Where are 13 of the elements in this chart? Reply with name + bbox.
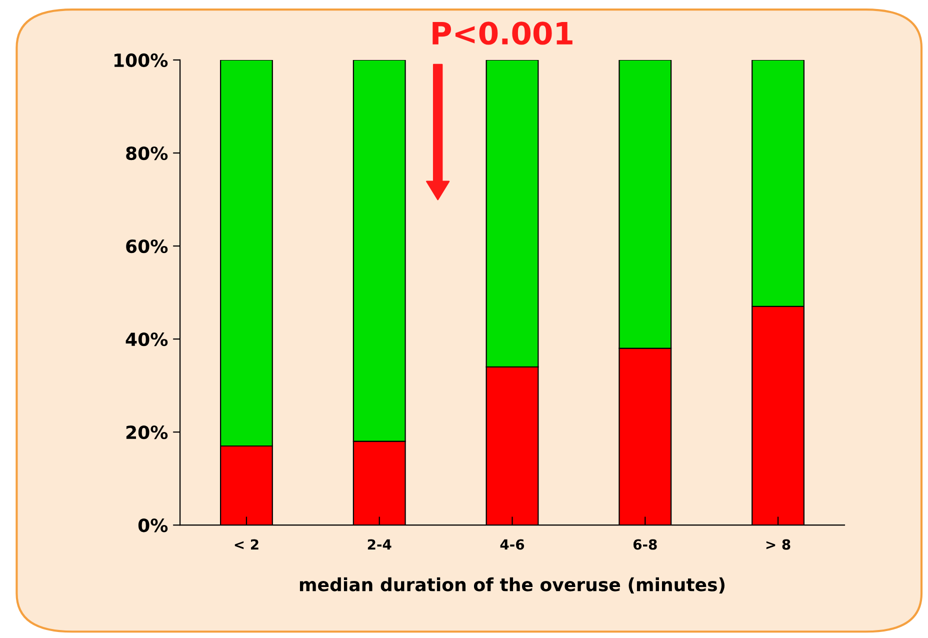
y-tick-label: 100% (114, 53, 168, 68)
x-tick-label: < 2 (234, 539, 258, 550)
y-tick-label: 60% (126, 239, 168, 254)
x-axis-title: median duration of the overuse (minutes) (300, 577, 724, 594)
x-tick-label: > 8 (766, 539, 790, 550)
y-tick-label: 0% (138, 518, 168, 532)
y-tick-label: 40% (126, 332, 168, 346)
y-tick-label: 80% (126, 146, 168, 160)
x-tick-label: 2-4 (368, 539, 392, 550)
x-tick-label: 4-6 (500, 539, 524, 550)
text: P<0.001 (432, 22, 572, 45)
x-tick-label: 6-8 (633, 539, 657, 550)
y-tick-label: 20% (126, 426, 168, 440)
